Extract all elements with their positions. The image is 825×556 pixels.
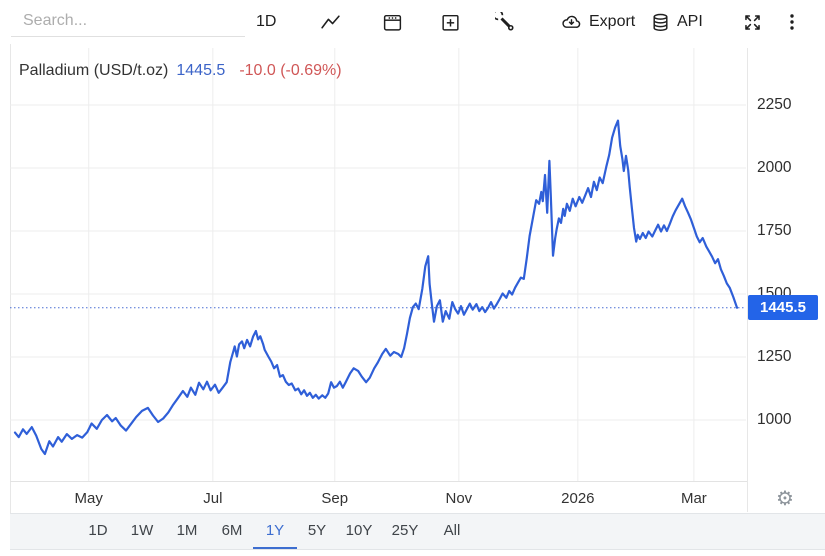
plot-right-border (747, 48, 748, 512)
database-icon (650, 12, 671, 33)
y-axis-label: 2000 (757, 158, 792, 176)
compare-button[interactable] (440, 10, 461, 34)
current-price-badge: 1445.5 (748, 295, 818, 321)
interval-button[interactable]: 1D (256, 10, 276, 34)
tools-wrench-icon (495, 11, 516, 33)
widget-left-border (10, 6, 11, 548)
fullscreen-icon (742, 12, 763, 33)
timeframe-5y[interactable]: 5Y (307, 522, 327, 539)
gear-icon: ⚙ (776, 487, 794, 510)
chart-line-icon (320, 12, 341, 33)
x-axis-label: Mar (680, 490, 707, 507)
x-axis-label: Jul (203, 490, 223, 507)
plot-bottom-axis (10, 481, 747, 482)
gridlines (10, 48, 746, 481)
more-menu-button[interactable] (782, 10, 802, 34)
timeframe-25y[interactable]: 25Y (391, 522, 419, 539)
cloud-download-icon (560, 12, 583, 33)
timeframe-1d[interactable]: 1D (88, 522, 108, 539)
x-axis-label: May (74, 490, 103, 507)
y-axis-label: 1250 (757, 347, 792, 365)
chart-legend: Palladium (USD/t.oz) 1445.5 -10.0 (-0.69%) (19, 62, 342, 80)
price-chart[interactable] (10, 48, 747, 481)
timeframe-1y[interactable]: 1Y (253, 514, 297, 549)
x-axis-label: Nov (445, 490, 473, 507)
last-price: 1445.5 (176, 62, 226, 79)
fullscreen-button[interactable] (742, 10, 763, 34)
y-axis-label: 1750 (757, 221, 792, 239)
interval-label: 1D (256, 13, 277, 30)
chart-toolbar: 1D (0, 0, 825, 44)
timeframe-bar: 1D 1W 1M 6M 1Y 5Y 10Y 25Y All (10, 513, 825, 550)
price-change: -10.0 (-0.69%) (239, 62, 342, 79)
timeframe-1w[interactable]: 1W (130, 522, 154, 539)
api-label: API (677, 13, 703, 30)
timeframe-all[interactable]: All (443, 522, 461, 539)
y-axis-label: 2250 (757, 95, 792, 113)
chart-type-button[interactable] (320, 10, 341, 34)
timeframe-6m[interactable]: 6M (221, 522, 243, 539)
y-axis-label: 1000 (757, 411, 792, 428)
price-line (13, 119, 739, 456)
search-input[interactable] (11, 8, 245, 37)
timeframe-10y[interactable]: 10Y (345, 522, 373, 539)
export-button[interactable]: Export (560, 10, 635, 34)
x-axis-label: Sep (321, 490, 349, 507)
more-menu-icon (782, 11, 802, 33)
calendar-button[interactable] (382, 10, 403, 34)
x-axis-label: 2026 (561, 490, 595, 507)
axis-settings-button[interactable]: ⚙ (773, 486, 797, 510)
api-button[interactable]: API (650, 10, 703, 34)
export-label: Export (589, 13, 636, 30)
tools-button[interactable] (495, 10, 516, 34)
compare-plus-icon (440, 12, 461, 33)
instrument-title: Palladium (USD/t.oz) (19, 62, 169, 79)
timeframe-1m[interactable]: 1M (176, 522, 198, 539)
calendar-icon (382, 12, 403, 33)
